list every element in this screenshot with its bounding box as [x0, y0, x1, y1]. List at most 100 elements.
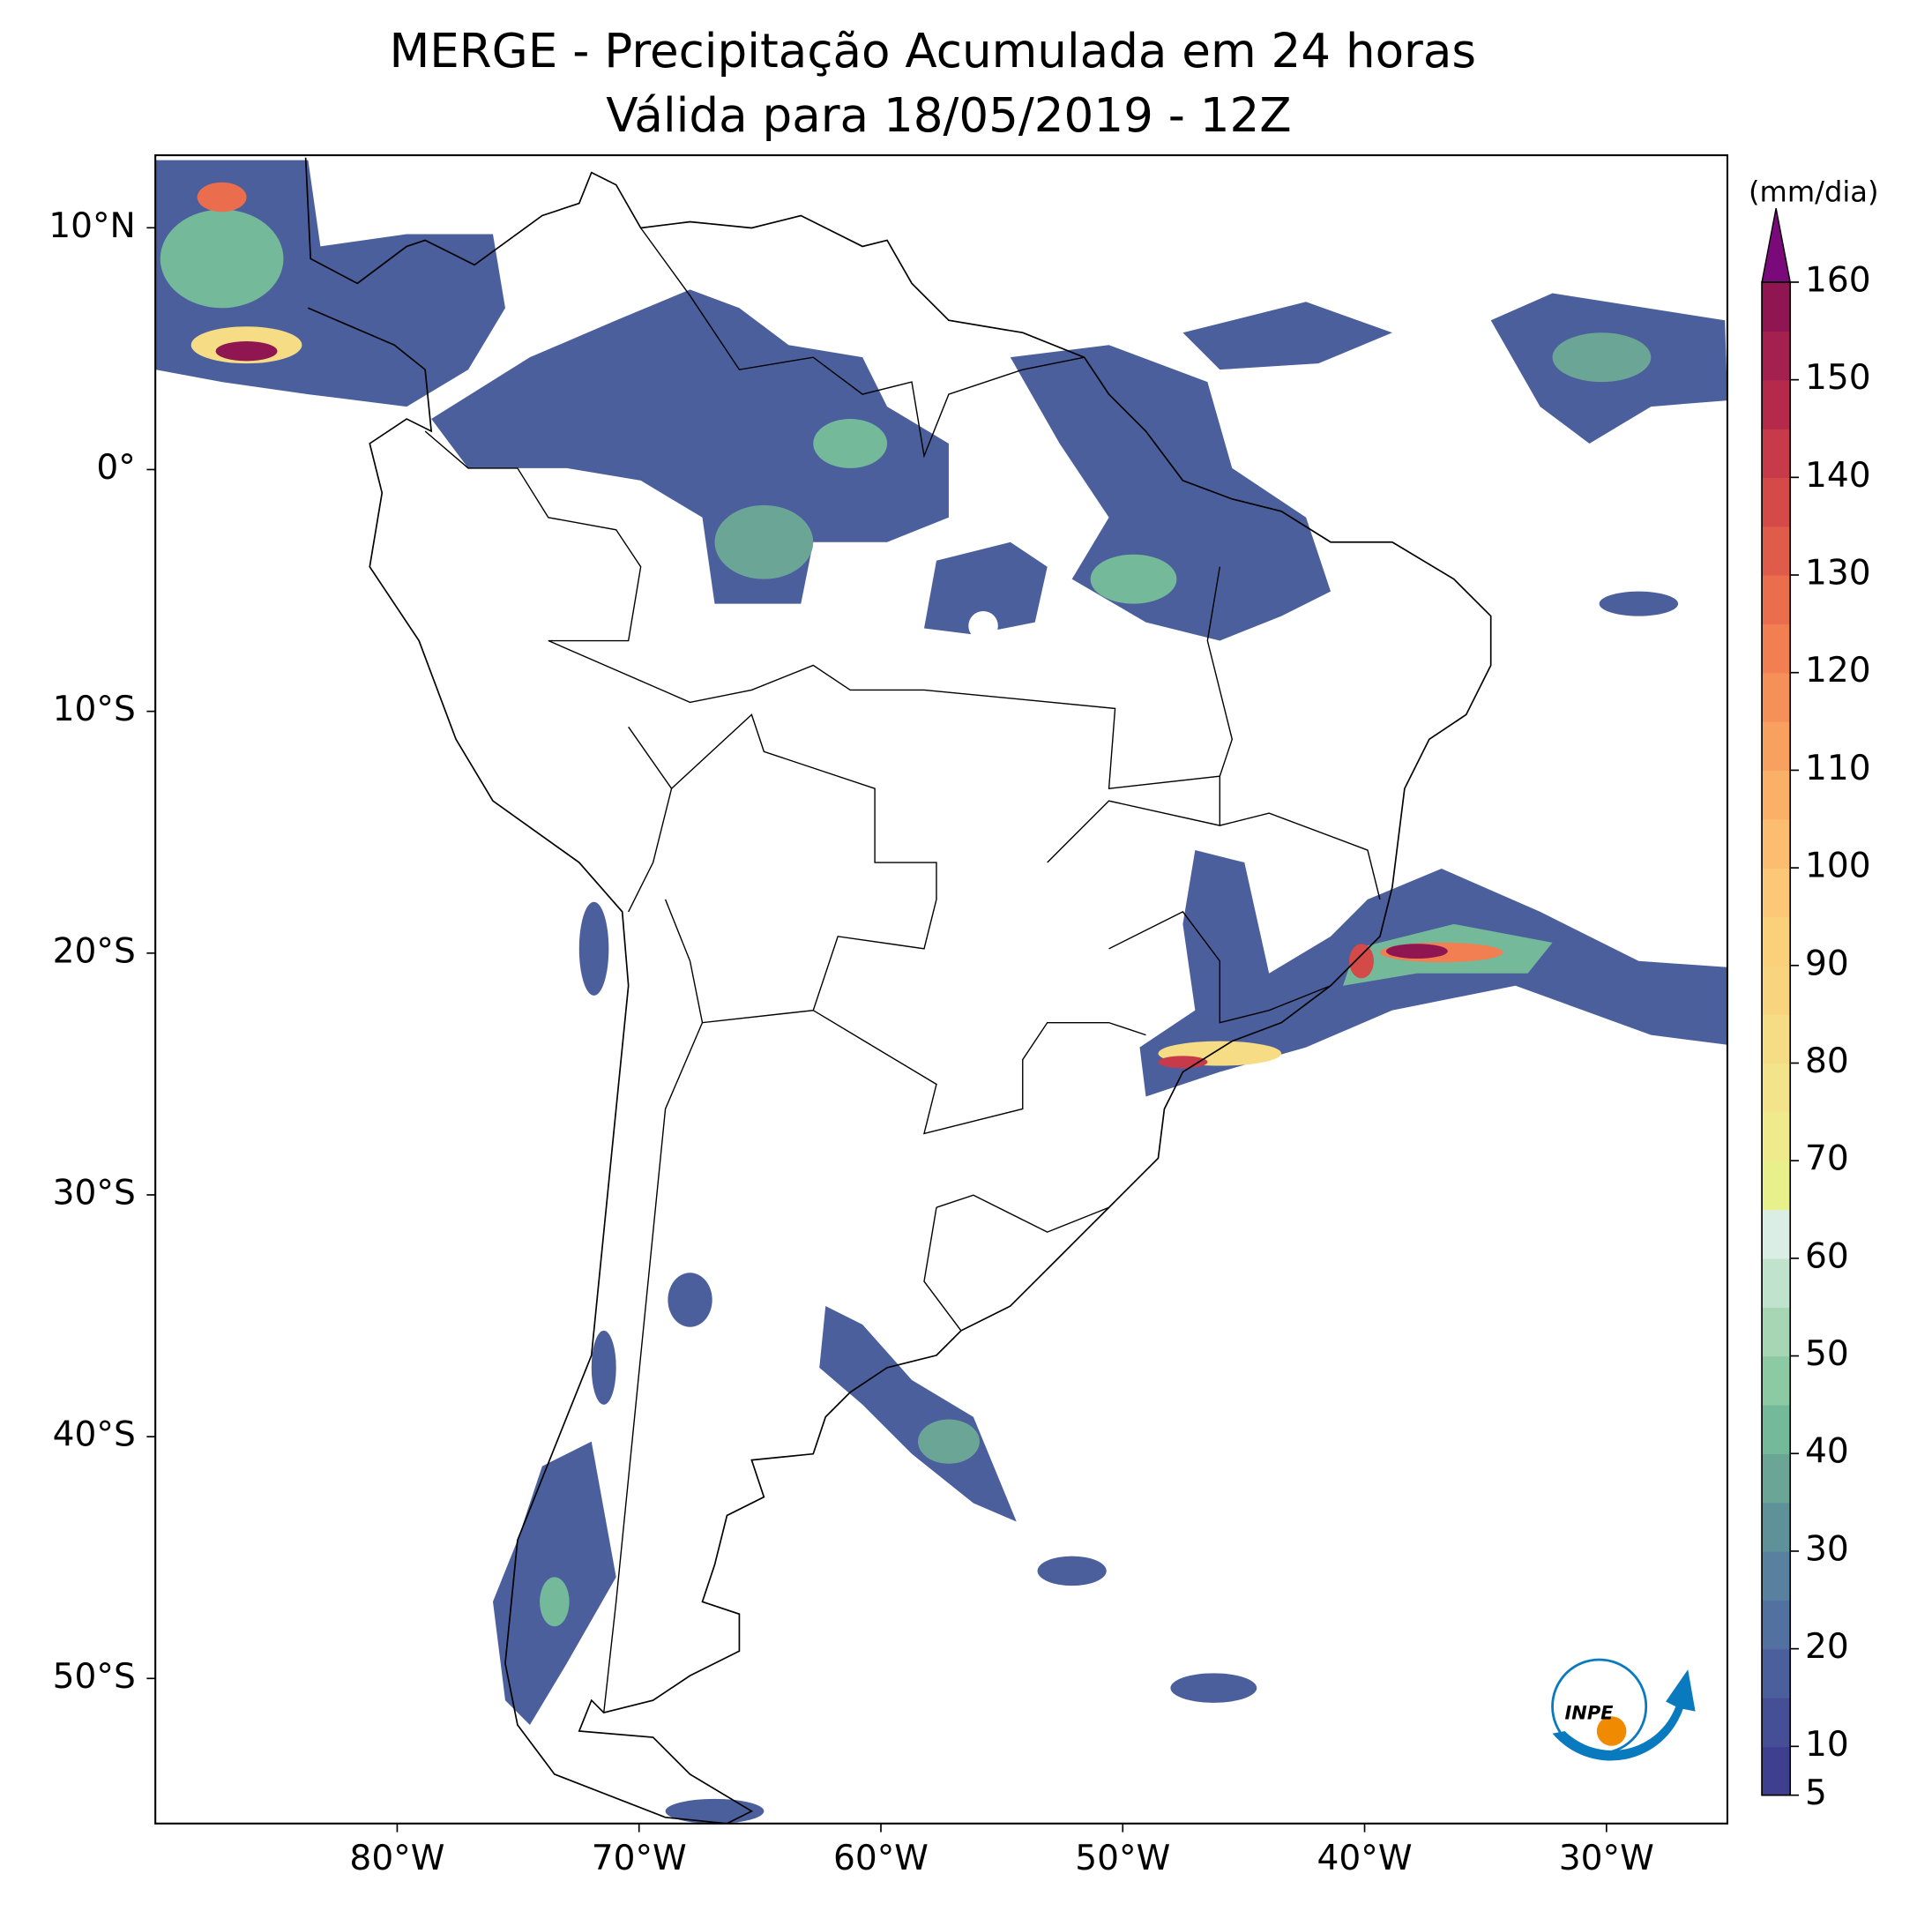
colorbar-tick-label: 100: [1805, 847, 1871, 886]
precip-area: [1170, 1673, 1257, 1703]
y-tick-label: 10°S: [53, 690, 136, 729]
colorbar-tick-label: 10: [1805, 1725, 1849, 1765]
colorbar-band: [1762, 1648, 1791, 1698]
colorbar-tick-label: 110: [1805, 749, 1871, 788]
precip-area: [819, 1305, 1017, 1522]
precip-area: [540, 1577, 570, 1627]
precip-area: [923, 541, 1048, 635]
colorbar-band: [1762, 477, 1791, 527]
precip-area: [1090, 554, 1177, 604]
colorbar-tick-label: 130: [1805, 554, 1871, 593]
colorbar-band: [1762, 1502, 1791, 1552]
precip-gap: [968, 610, 998, 641]
colorbar-band: [1762, 916, 1791, 967]
colorbar-band: [1762, 1746, 1791, 1796]
colorbar-band: [1762, 721, 1791, 772]
colorbar-band: [1762, 1697, 1791, 1748]
colorbar-band: [1762, 575, 1791, 625]
x-tick-label: 80°W: [349, 1839, 444, 1878]
colorbar-tick-label: 90: [1805, 944, 1849, 983]
colorbar-band: [1762, 1453, 1791, 1504]
logo-text: INPE: [1565, 1702, 1615, 1723]
colorbar-band: [1762, 1111, 1791, 1161]
country-border: [640, 228, 1085, 459]
logo: INPE: [1551, 1658, 1696, 1761]
logo-dot: [1596, 1716, 1627, 1746]
colorbar-tick-label: 5: [1805, 1773, 1827, 1813]
colorbar-band: [1762, 331, 1791, 381]
precip-area: [215, 341, 278, 362]
colorbar-band: [1762, 1209, 1791, 1259]
logo-swoosh: [1552, 1669, 1696, 1761]
precip-area: [714, 504, 814, 579]
y-tick-label: 0°: [96, 448, 135, 488]
y-tick-label: 40°S: [53, 1415, 136, 1455]
colorbar-tick-label: 80: [1805, 1041, 1849, 1081]
colorbar-band: [1762, 1550, 1791, 1601]
colorbar-band: [1762, 428, 1791, 479]
subtitle: Válida para 18/05/2019 - 12Z: [606, 88, 1291, 143]
x-tick-label: 60°W: [833, 1839, 929, 1878]
country-border: [424, 430, 1221, 826]
colorbar-tick-label: 150: [1805, 358, 1871, 398]
colorbar-tick-label: 60: [1805, 1236, 1849, 1276]
title: MERGE - Precipitação Acumulada em 24 hor…: [389, 24, 1476, 78]
colorbar-band: [1762, 623, 1791, 674]
colorbar-band: [1762, 868, 1791, 918]
colorbar-band: [1762, 965, 1791, 1015]
precip-area: [665, 1798, 765, 1824]
colorbar-band: [1762, 1600, 1791, 1650]
y-tick-label: 50°S: [53, 1657, 136, 1697]
colorbar-tick-label: 160: [1805, 260, 1871, 300]
precip-area: [160, 209, 284, 309]
coastline: [304, 157, 1492, 1824]
precip-area: [1158, 1056, 1208, 1069]
colorbar-band: [1762, 1014, 1791, 1064]
precip-area: [591, 1330, 616, 1405]
y-tick-label: 20°S: [53, 931, 136, 971]
precip-area: [918, 1419, 980, 1464]
colorbar-band: [1762, 379, 1791, 429]
colorbar-band: [1762, 1307, 1791, 1357]
precip-area: [1552, 332, 1652, 383]
colorbar-band: [1762, 1404, 1791, 1454]
colorbar-tick-label: 30: [1805, 1529, 1849, 1569]
colorbar-tick-label: 50: [1805, 1334, 1849, 1374]
precip-area: [1010, 345, 1332, 641]
x-tick-label: 50°W: [1075, 1839, 1170, 1878]
precip-area: [197, 182, 247, 213]
precip-area: [813, 419, 888, 468]
precip-area: [668, 1273, 712, 1327]
colorbar-tick-label: 120: [1805, 651, 1871, 690]
colorbar-band: [1762, 1258, 1791, 1308]
colorbar-band: [1762, 1355, 1791, 1406]
colorbar-tick-label: 140: [1805, 456, 1871, 496]
map-frame: [154, 153, 1728, 1825]
precipitation-field: [155, 157, 1727, 1824]
y-tick-label: 30°S: [53, 1173, 136, 1213]
colorbar-tick-label: 40: [1805, 1432, 1849, 1472]
precip-area: [1182, 302, 1392, 370]
colorbar-band: [1762, 672, 1791, 722]
x-tick-label: 30°W: [1559, 1839, 1654, 1878]
colorbar-band: [1762, 770, 1791, 820]
x-tick-label: 70°W: [592, 1839, 687, 1878]
logo-ring: [1551, 1658, 1648, 1755]
colorbar-band: [1762, 1063, 1791, 1113]
map-area: [154, 153, 1728, 1825]
colorbar-band: [1762, 818, 1791, 869]
colorbar-band: [1762, 526, 1791, 576]
state-border: [1047, 566, 1381, 1024]
colorbar-tick-label: 20: [1805, 1627, 1849, 1667]
precip-area: [1037, 1556, 1107, 1586]
precip-area: [1139, 850, 1727, 1097]
precip-area: [431, 289, 949, 604]
colorbar-tick-label: 70: [1805, 1139, 1849, 1179]
colorbar-band: [1762, 281, 1791, 332]
colorbar-frame: [1761, 281, 1792, 1796]
country-border: [603, 1022, 1109, 1713]
precip-area: [1349, 944, 1374, 979]
colorbar-band: [1762, 1161, 1791, 1211]
